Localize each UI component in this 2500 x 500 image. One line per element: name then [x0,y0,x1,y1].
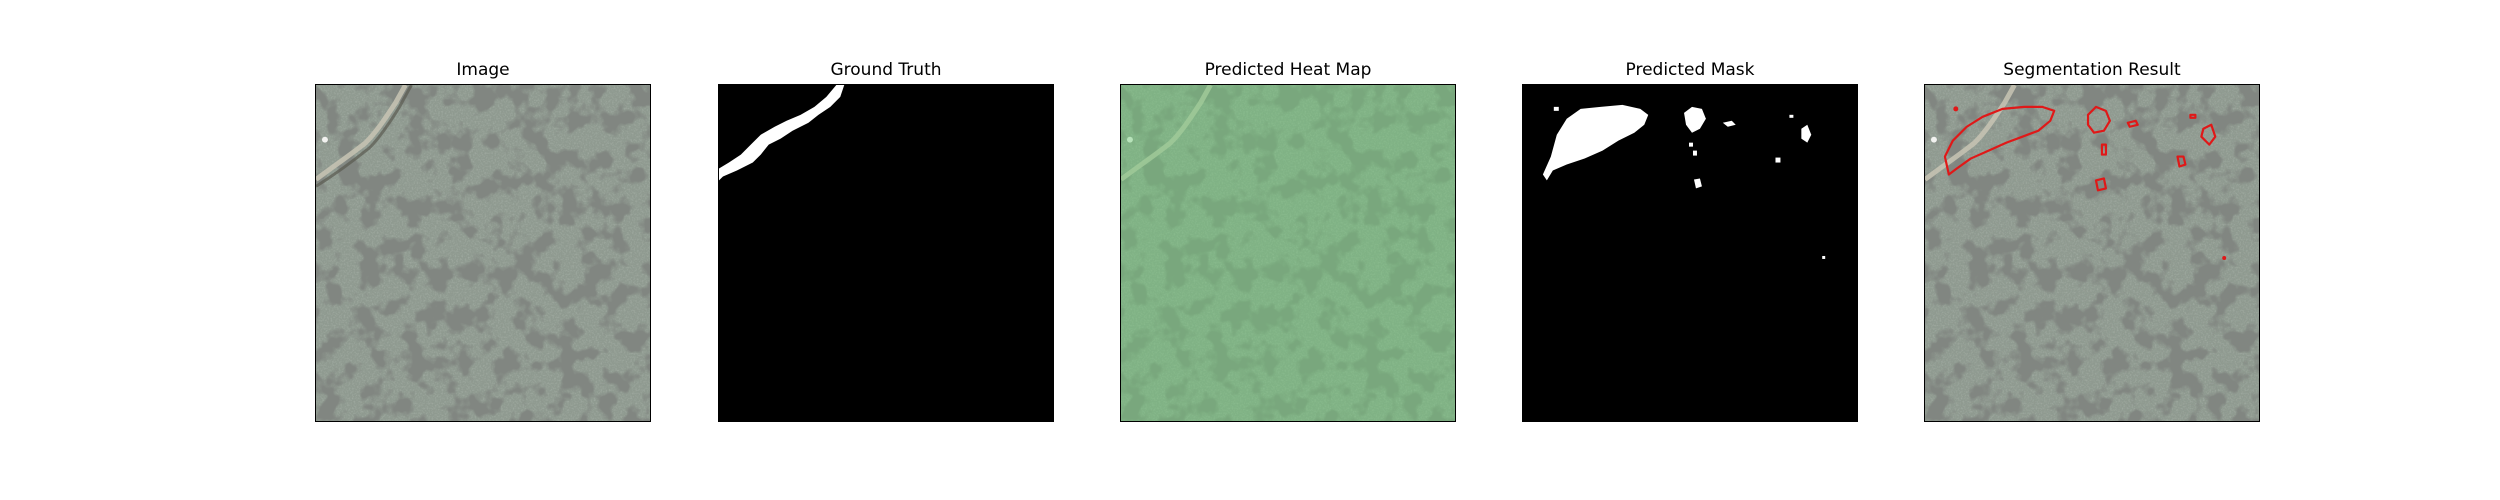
segmentation-overlay [1924,84,2260,422]
rock-surface-image [315,84,651,422]
heat-map-overlay [1120,84,1456,422]
panel-title: Predicted Heat Map [1204,60,1372,80]
panel-title: Image [456,60,510,80]
predicted-mask [1522,84,1858,422]
ground-truth-mask [718,84,1054,422]
panel-title: Predicted Mask [1625,60,1755,80]
panel-title: Segmentation Result [2003,60,2181,80]
panel-title: Ground Truth [830,60,942,80]
